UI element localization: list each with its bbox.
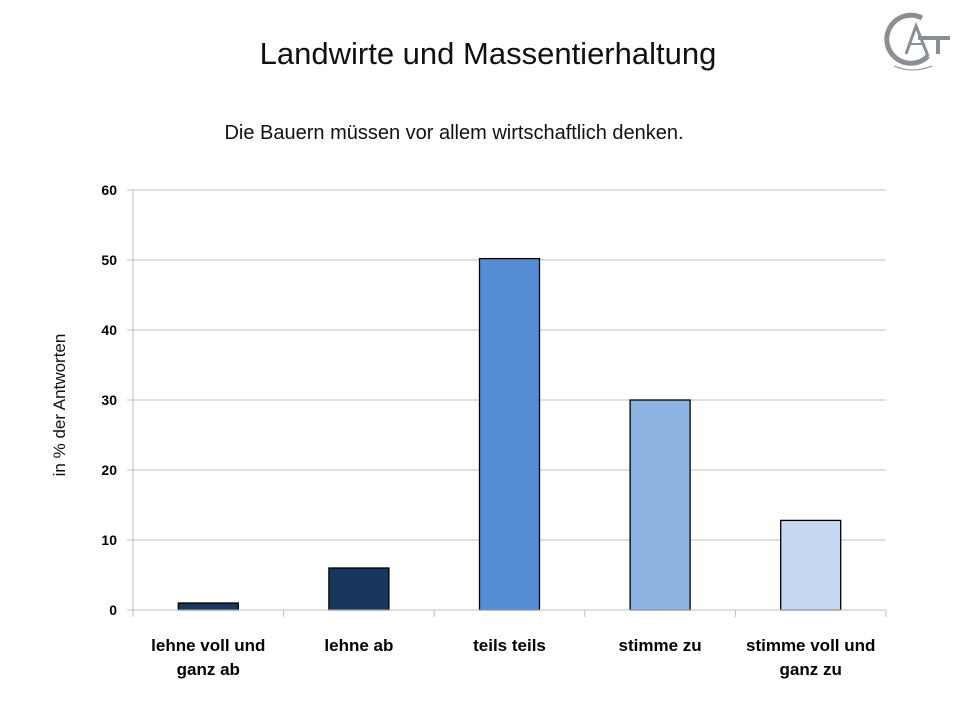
x-tick-label: lehne ab (324, 636, 393, 655)
bar (780, 519, 842, 611)
x-tick-label: stimme voll und ganz zu (746, 636, 875, 679)
y-tick-label: 50 (101, 252, 117, 268)
bar (328, 567, 390, 611)
y-tick-label: 10 (101, 532, 117, 548)
bar (177, 602, 239, 611)
ga-monogram-seal-icon (884, 12, 950, 71)
y-tick-label: 30 (101, 392, 117, 408)
bar (629, 399, 691, 611)
x-tick-label: stimme zu (619, 636, 702, 655)
x-tick-label: lehne voll und ganz ab (151, 636, 265, 679)
axes (127, 189, 887, 617)
tick-labels: 0 10 20 30 40 50 60 lehne voll und ganz ab lehne … (101, 182, 875, 679)
y-tick-label: 0 (109, 602, 117, 618)
y-tick-label: 40 (101, 322, 117, 338)
y-tick-label: 20 (101, 462, 117, 478)
bars (177, 257, 842, 611)
slide-title: Landwirte und Massentierhaltung (259, 36, 717, 71)
x-tick-label: teils teils (473, 636, 546, 655)
chart-title: Die Bauern müssen vor allem wirtschaftli… (224, 122, 684, 144)
bar (478, 257, 541, 611)
y-tick-label: 60 (101, 182, 117, 198)
